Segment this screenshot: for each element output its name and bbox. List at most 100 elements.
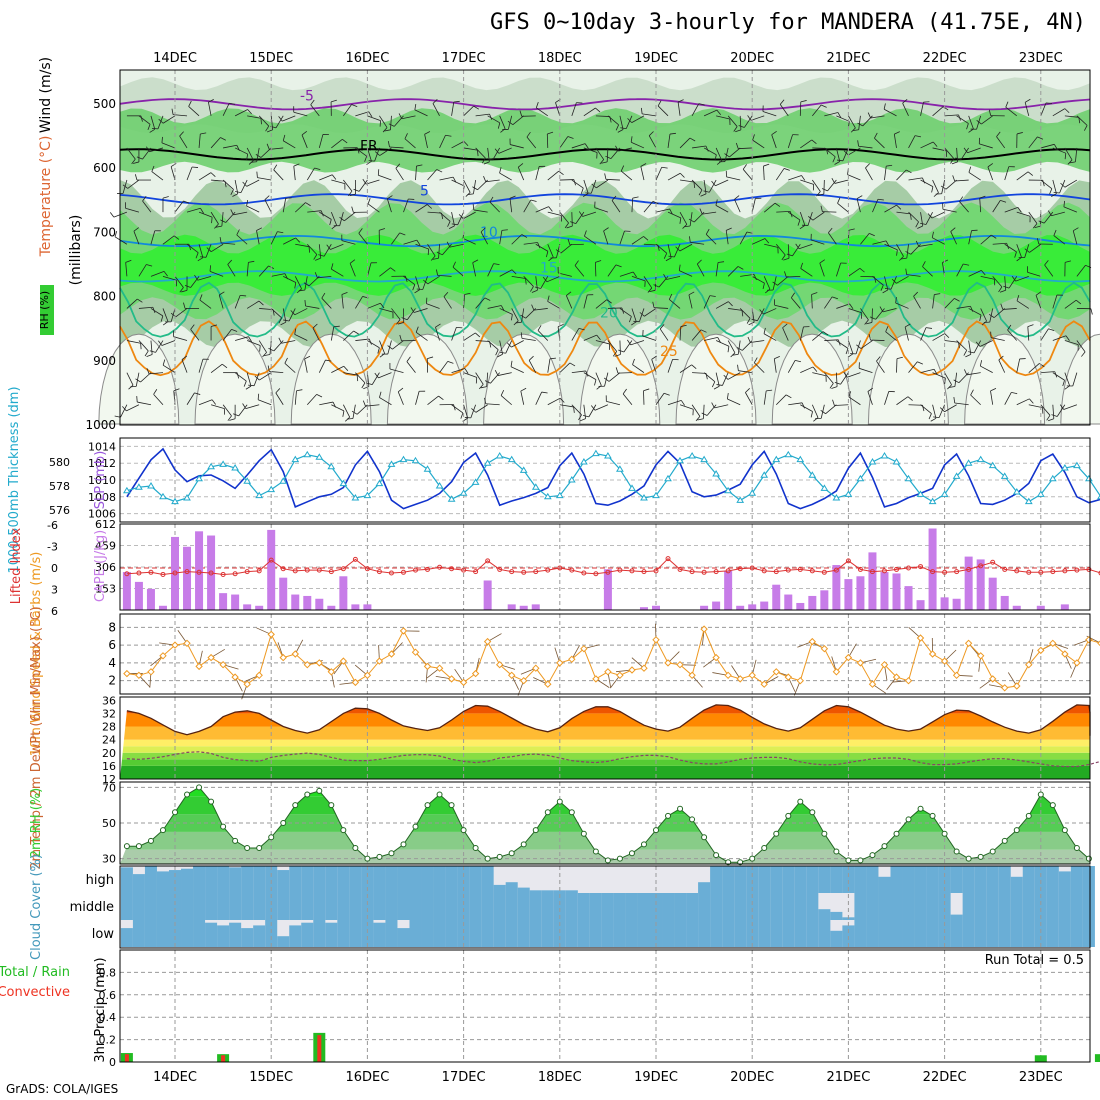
wind-speed-marker: [423, 662, 432, 671]
wind-barb: [774, 304, 789, 309]
wind-barb: [198, 399, 213, 406]
cloud-bar-middle: [144, 893, 157, 920]
li-marker: [569, 567, 575, 573]
wind-barb-flag: [832, 156, 836, 163]
wind-barb-flag: [144, 350, 149, 357]
wind-barb: [920, 327, 927, 341]
wind-barb-flag: [494, 370, 499, 376]
li-marker: [605, 569, 611, 575]
rh-marker: [785, 812, 792, 819]
wind-barb-flag: [807, 216, 814, 221]
cloud-bar-middle: [193, 893, 206, 920]
rh-marker: [208, 798, 215, 805]
wind-barb: [451, 368, 466, 374]
thickness-marker: [748, 489, 757, 496]
wind-barb-flag: [759, 309, 764, 315]
li-tick-label: 3: [51, 584, 58, 597]
cloud-bar-high: [1082, 866, 1095, 893]
wind-speed-marker: [339, 657, 348, 665]
thickness-marker: [123, 486, 131, 494]
cloud-bar-high: [722, 866, 735, 893]
wind-barb: [855, 340, 861, 354]
cloud-bar-middle: [890, 893, 903, 920]
wind-barb: [824, 372, 834, 384]
wind-barb: [270, 231, 278, 245]
wind-speed-marker: [868, 680, 877, 688]
y-tick-label: 4: [108, 656, 116, 670]
wind-barb-flag: [374, 372, 379, 379]
temp-contour-label: 25: [660, 344, 678, 360]
wind-barb-flag: [774, 202, 781, 207]
slp-tick-label: 1014: [88, 440, 116, 453]
wind-barb: [875, 308, 885, 320]
temp-contour: [119, 193, 1091, 206]
cloud-bar-middle: [794, 893, 807, 920]
wind-barb-flag: [699, 208, 703, 215]
wind-barb-flag: [384, 129, 391, 132]
wind-barb-10m: [886, 676, 897, 690]
wind-barb-flag: [390, 267, 396, 272]
pressure-tick-label: 500: [93, 97, 116, 111]
wind-barb-flag: [1042, 180, 1045, 187]
li-tick-label: -3: [47, 541, 58, 554]
wind-barb-flag: [497, 122, 501, 129]
wind-barb-flag: [284, 357, 288, 364]
thickness-marker: [459, 489, 468, 496]
wind-barb: [771, 134, 777, 149]
wind-barb-flag: [711, 402, 715, 409]
temp-contour-label: 15: [540, 260, 558, 276]
wind-barb-flag: [453, 404, 456, 411]
slp-tick-label: 1006: [88, 508, 116, 521]
li-marker: [978, 563, 984, 569]
cloud-bar-high: [385, 866, 398, 893]
wind-barb-flag: [520, 314, 526, 319]
cloud-bar-high: [493, 884, 506, 893]
wind-barb-flag: [426, 204, 433, 209]
thickness-marker: [820, 484, 829, 491]
wind-barb: [954, 179, 969, 182]
thickness-marker: [387, 460, 396, 467]
wind-barb-flag: [933, 416, 940, 419]
date-tick-top: 23DEC: [1019, 51, 1063, 66]
wind-barb-flag: [445, 134, 452, 137]
wind-barb-flag: [314, 272, 318, 278]
date-tick-bottom: 22DEC: [923, 1070, 967, 1085]
wind-barb: [162, 308, 169, 322]
li-marker: [533, 569, 539, 575]
wind-barb: [480, 231, 489, 245]
wind-barb: [225, 211, 236, 223]
cloud-bar-middle: [337, 893, 350, 920]
wind-barb: [379, 267, 391, 277]
rh-tick-label: 50: [102, 817, 116, 830]
wind-barb: [341, 294, 344, 309]
li-marker: [701, 569, 707, 575]
wind-barb: [867, 391, 873, 405]
cloud-bar-low: [746, 920, 759, 947]
wind-barb-flag: [1034, 225, 1041, 229]
wind-barb: [404, 138, 416, 149]
li-marker: [918, 564, 924, 570]
cloud-bar-high: [878, 876, 891, 893]
cloud-bar-low: [385, 920, 398, 947]
wind-speed-marker: [291, 650, 300, 658]
wind-barb: [812, 372, 827, 377]
rh-marker: [773, 830, 780, 837]
wind-barb: [913, 296, 921, 309]
cape-bar: [255, 605, 264, 610]
wind-barb: [371, 372, 380, 385]
page-title: GFS 0~10day 3-hourly for MANDERA (41.75E…: [489, 10, 1086, 35]
wind-barb-flag: [240, 294, 247, 297]
rh-marker: [677, 805, 684, 812]
wind-barb: [1035, 295, 1042, 309]
wind-barb-flag: [659, 324, 665, 330]
wind-barb: [343, 179, 353, 192]
wind-barb: [170, 166, 176, 181]
wind-barb-flag: [782, 323, 788, 329]
wind-barb-flag: [907, 396, 913, 401]
wind-barb-flag: [663, 274, 667, 280]
wind-barb-flag: [173, 235, 180, 240]
temp-contour: [119, 148, 1091, 161]
wind-barb: [547, 397, 561, 406]
wind-barb-flag: [313, 254, 318, 260]
li-marker: [328, 569, 334, 575]
